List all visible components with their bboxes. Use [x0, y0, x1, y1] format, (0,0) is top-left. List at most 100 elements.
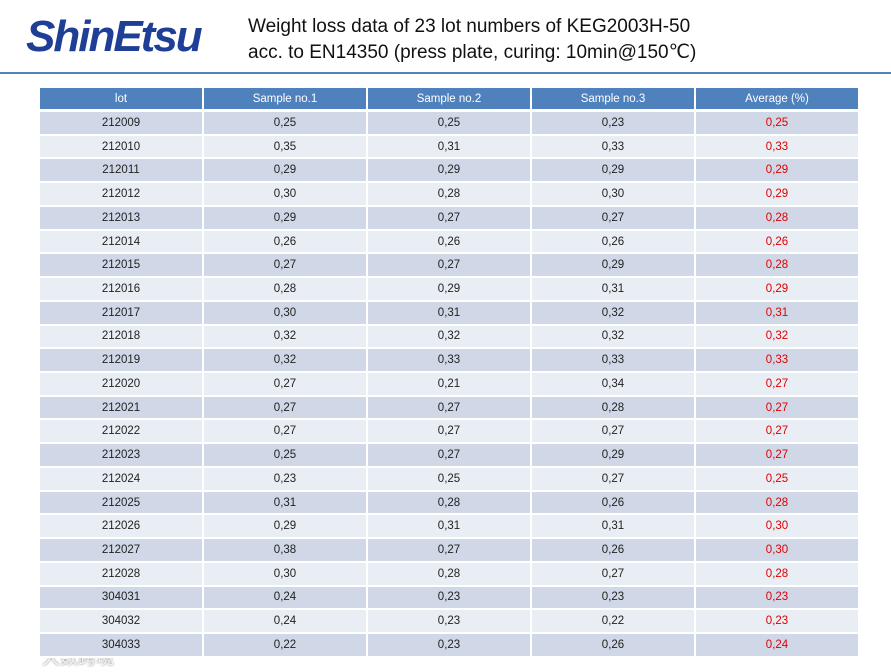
table-cell: 0,32 — [532, 325, 696, 350]
table-cell: 0,31 — [696, 301, 860, 326]
table-cell: 0,29 — [696, 159, 860, 184]
table-cell: 0,32 — [204, 349, 368, 374]
table-cell: 0,30 — [204, 301, 368, 326]
table-cell: 0,33 — [532, 135, 696, 160]
table-cell: 212018 — [40, 325, 204, 350]
table-cell: 0,29 — [532, 159, 696, 184]
table-cell: 304033 — [40, 634, 204, 658]
logo: ShinEtsu — [26, 12, 203, 61]
table-cell: 0,22 — [204, 634, 368, 658]
table-cell: 304031 — [40, 586, 204, 611]
table-cell: 0,29 — [532, 444, 696, 468]
table-cell: 212013 — [40, 206, 204, 231]
table-cell: 0,32 — [532, 301, 696, 326]
table-cell: 0,22 — [532, 610, 696, 635]
table-cell: 0,30 — [696, 539, 860, 563]
table-cell: 0,31 — [368, 135, 532, 160]
table-cell: 0,30 — [532, 183, 696, 207]
table-cell: 212022 — [40, 420, 204, 445]
table-cell: 0,25 — [204, 112, 368, 136]
table-cell: 212015 — [40, 254, 204, 279]
table-cell: 0,26 — [368, 230, 532, 255]
table-cell: 0,27 — [368, 396, 532, 421]
table-cell: Sample no.1 — [204, 88, 368, 111]
table-cell: 212023 — [40, 444, 204, 468]
table-cell: 0,31 — [368, 515, 532, 540]
table-cell: 0,21 — [368, 373, 532, 397]
table-cell: 0,23 — [368, 586, 532, 611]
table-cell: 0,31 — [532, 515, 696, 540]
table-cell: 212016 — [40, 278, 204, 302]
table-cell: 0,31 — [204, 491, 368, 516]
table-cell: 0,28 — [696, 254, 860, 279]
table-cell: 0,24 — [204, 610, 368, 635]
table-cell: 0,30 — [204, 183, 368, 207]
table-cell: 0,28 — [368, 562, 532, 587]
table-cell: Sample no.2 — [368, 88, 532, 111]
table-cell: 0,28 — [204, 278, 368, 302]
table-cell: 0,32 — [204, 325, 368, 350]
table-cell: 212012 — [40, 183, 204, 207]
table-cell: 0,23 — [532, 112, 696, 136]
table-cell: 0,28 — [368, 183, 532, 207]
table-cell: lot — [40, 88, 204, 111]
title-line: Weight loss data of 23 lot numbers of KE… — [248, 16, 691, 37]
table-cell: 212026 — [40, 515, 204, 540]
table-cell: 0,26 — [532, 539, 696, 563]
table-cell: 212017 — [40, 301, 204, 326]
table-cell: 0,23 — [532, 586, 696, 611]
table-cell: 0,23 — [204, 467, 368, 492]
table-cell: 0,29 — [204, 159, 368, 184]
table-cell: 0,27 — [696, 373, 860, 397]
table-cell: 212027 — [40, 539, 204, 563]
table-cell: 0,30 — [696, 515, 860, 540]
table-cell: 0,25 — [368, 112, 532, 136]
table-cell: 0,23 — [696, 610, 860, 635]
table-cell: 0,32 — [368, 325, 532, 350]
table-cell: 0,24 — [204, 586, 368, 611]
table-cell: 0,31 — [532, 278, 696, 302]
table-cell: 0,26 — [532, 230, 696, 255]
table-cell: 212025 — [40, 491, 204, 516]
table-cell: 0,27 — [368, 206, 532, 231]
table-cell: 0,25 — [368, 467, 532, 492]
table-cell: 0,28 — [532, 396, 696, 421]
table-cell: 0,26 — [532, 634, 696, 658]
table-cell: 0,31 — [368, 301, 532, 326]
table-cell: 0,28 — [696, 206, 860, 231]
table-cell: 0,27 — [696, 420, 860, 445]
table-cell: 0,29 — [368, 159, 532, 184]
table-cell: 0,38 — [204, 539, 368, 563]
table-cell: 0,33 — [696, 349, 860, 374]
table-cell: 0,29 — [696, 183, 860, 207]
table-cell: 0,23 — [368, 634, 532, 658]
table-cell: 0,29 — [204, 206, 368, 231]
table-cell: 0,27 — [368, 254, 532, 279]
header-rule — [0, 72, 891, 74]
table-cell: 0,30 — [204, 562, 368, 587]
table-cell: 0,33 — [696, 135, 860, 160]
table-cell: 0,23 — [696, 586, 860, 611]
table-cell: 0,28 — [696, 562, 860, 587]
table-cell: 0,33 — [368, 349, 532, 374]
table-cell: 0,27 — [532, 420, 696, 445]
table-cell: 0,27 — [204, 420, 368, 445]
table-cell: 0,33 — [532, 349, 696, 374]
table-cell: 0,35 — [204, 135, 368, 160]
table-cell: 0,27 — [204, 254, 368, 279]
table-cell: 0,25 — [696, 112, 860, 136]
table-cell: 212014 — [40, 230, 204, 255]
table-cell: 0,27 — [368, 444, 532, 468]
table-cell: 212021 — [40, 396, 204, 421]
table-cell: 0,27 — [368, 420, 532, 445]
table-cell: 0,27 — [532, 467, 696, 492]
table-cell: 212009 — [40, 112, 204, 136]
table-cell: 0,29 — [696, 278, 860, 302]
table-cell: 0,26 — [532, 491, 696, 516]
table-cell: 0,27 — [696, 444, 860, 468]
table-cell: 0,32 — [696, 325, 860, 350]
table-cell: 304032 — [40, 610, 204, 635]
table-cell: 0,28 — [696, 491, 860, 516]
table-cell: 0,27 — [204, 396, 368, 421]
